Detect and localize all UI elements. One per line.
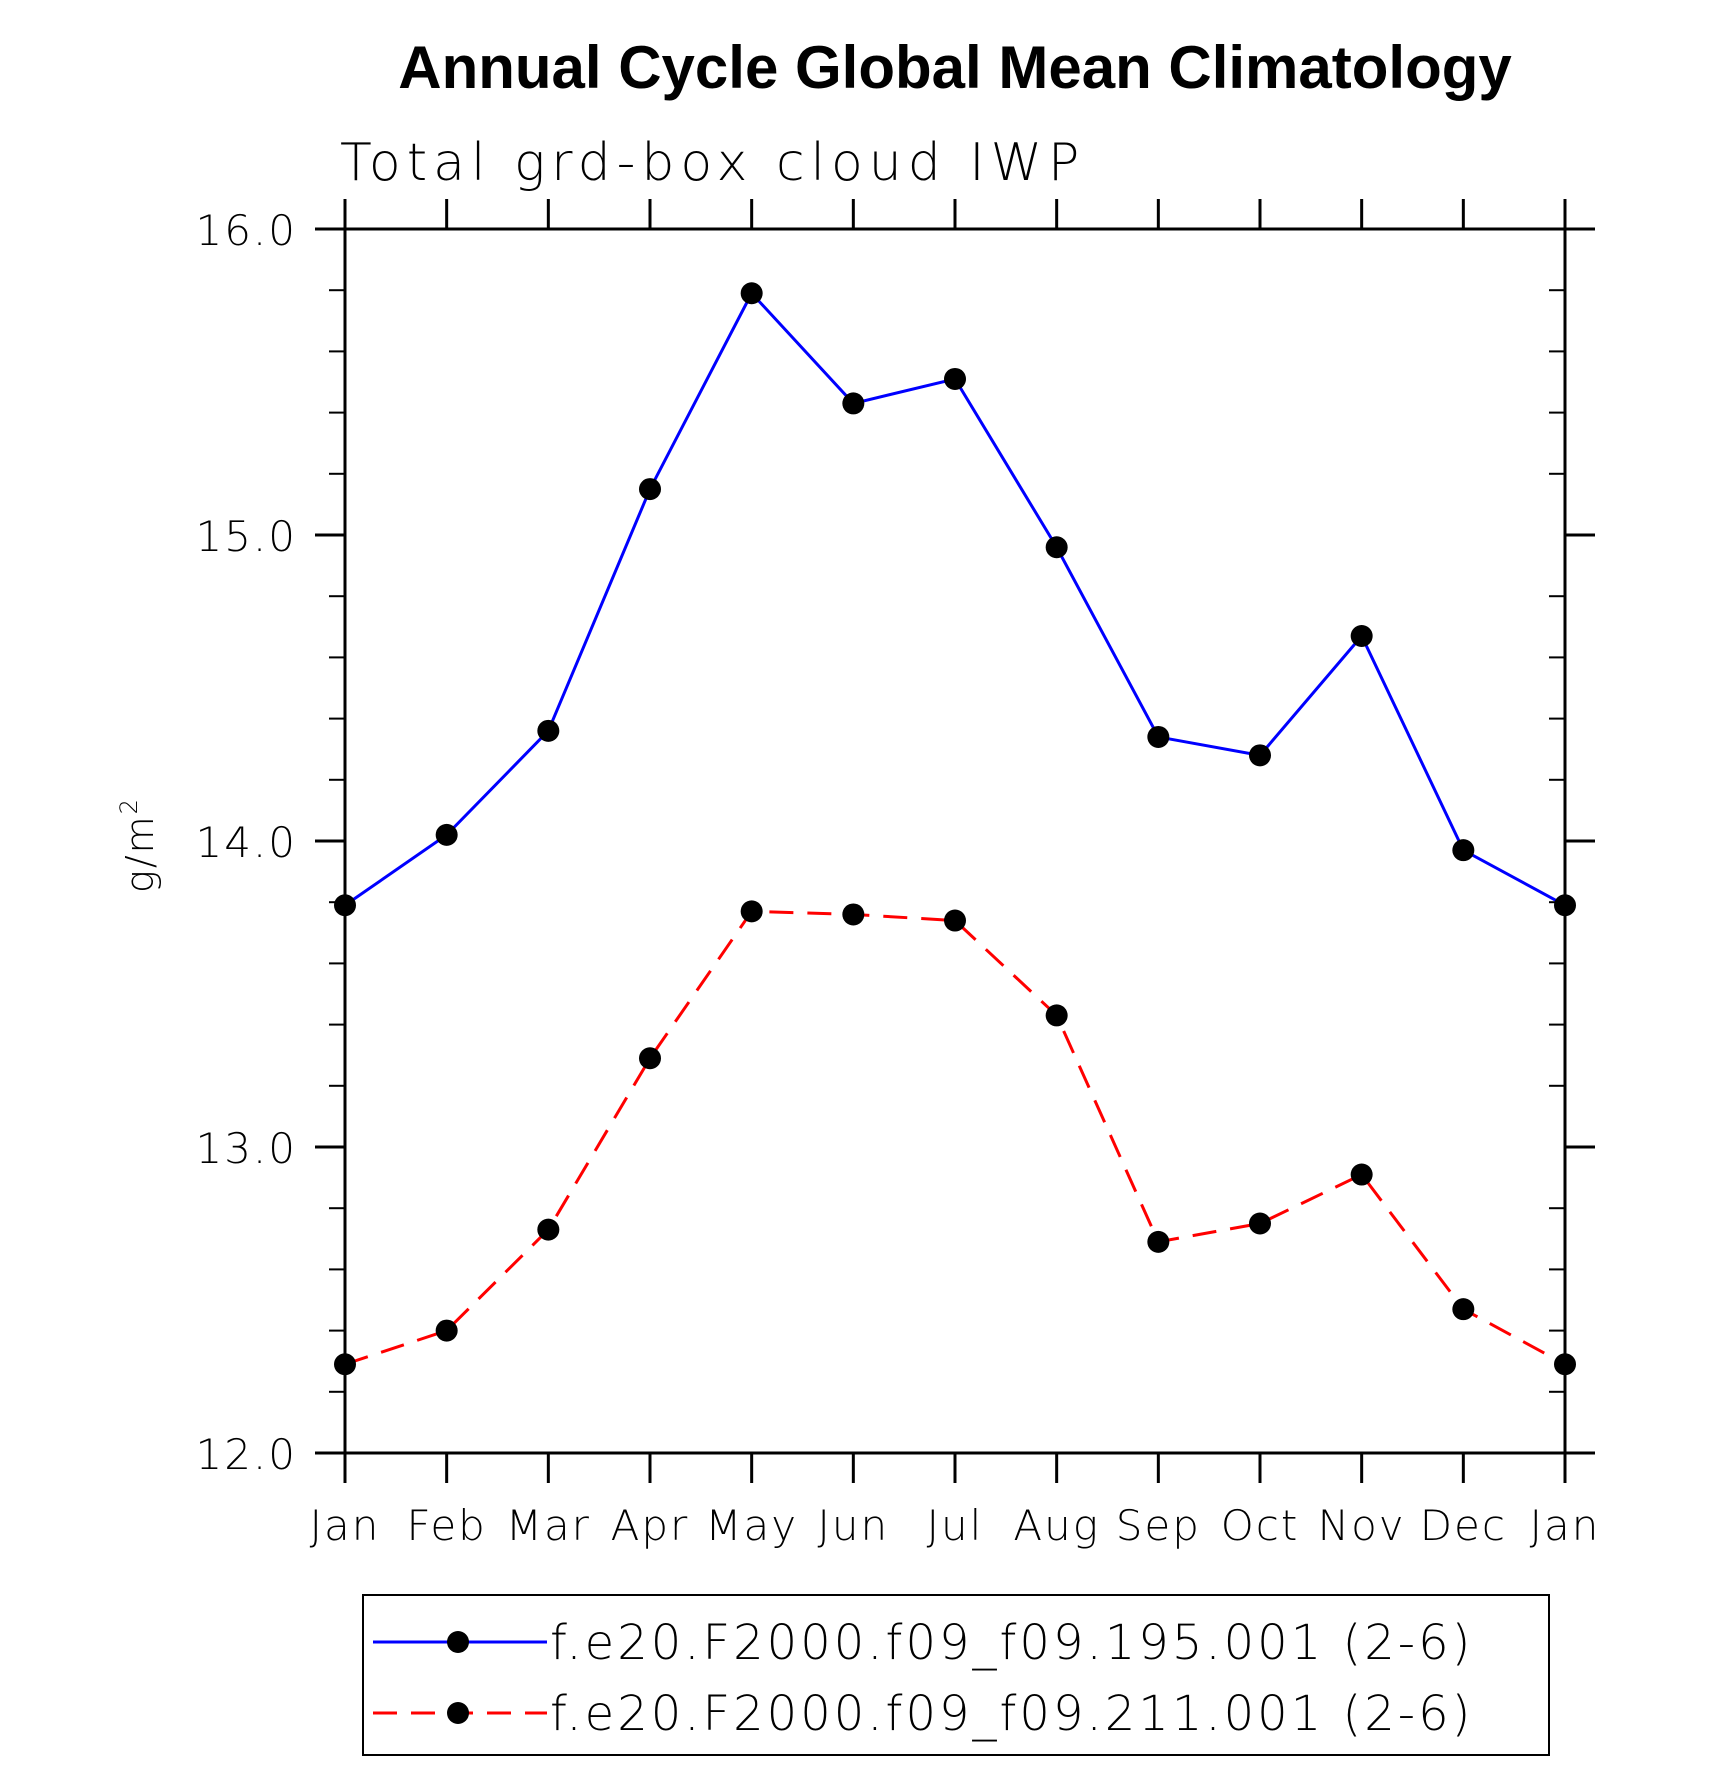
x-tick-label: Nov <box>1318 1501 1406 1550</box>
data-point-series-2 <box>740 900 763 923</box>
data-point-series-2 <box>1045 1004 1068 1027</box>
legend-label-series-2: f.e20.F2000.f09_f09.211.001 (2-6) <box>550 1686 1473 1742</box>
data-point-series-1 <box>334 894 356 917</box>
chart-subtitle: Total grd-box cloud IWP <box>340 133 1085 193</box>
legend-label-series-1: f.e20.F2000.f09_f09.195.001 (2-6) <box>550 1615 1473 1671</box>
x-tick-label: Jul <box>927 1501 984 1550</box>
data-point-series-2 <box>1350 1163 1373 1186</box>
data-point-series-2 <box>944 909 966 932</box>
y-axis-label-text: g/m <box>118 814 162 893</box>
legend: f.e20.F2000.f09_f09.195.001 (2-6) f.e20.… <box>362 1594 1550 1756</box>
x-tick-label: May <box>705 1501 798 1550</box>
x-tick-label: Dec <box>1420 1501 1507 1550</box>
data-point-series-1 <box>1452 839 1475 862</box>
y-tick-label: 16.0 <box>195 206 297 255</box>
y-tick-label: 12.0 <box>195 1430 297 1479</box>
data-point-series-1 <box>1045 536 1068 559</box>
data-point-series-1 <box>1350 624 1373 647</box>
x-tick-label: Aug <box>1013 1501 1100 1550</box>
x-tick-label: Mar <box>506 1501 591 1550</box>
x-tick-label: Oct <box>1221 1501 1300 1550</box>
x-tick-label: Feb <box>406 1501 486 1550</box>
data-point-series-2 <box>334 1353 356 1376</box>
data-point-series-2 <box>842 903 865 926</box>
x-tick-label: Sep <box>1116 1501 1201 1550</box>
data-point-series-1 <box>639 478 661 501</box>
legend-box <box>362 1594 1550 1756</box>
axes: Jan Feb Mar Apr May Jun Jul Aug Sep Oct Nov Dec Jan 1… <box>195 199 1601 1550</box>
x-tick-label: Jan <box>310 1501 381 1550</box>
legend-marker-series-2 <box>447 1702 469 1724</box>
data-point-series-2 <box>1452 1298 1475 1321</box>
y-axis-label-superscript: 2 <box>115 797 143 814</box>
y-tick-label: 13.0 <box>195 1124 297 1173</box>
data-point-series-1 <box>842 392 865 415</box>
y-tick-label: 14.0 <box>195 818 297 867</box>
data-point-series-1 <box>1554 894 1576 917</box>
y-axis-label: g/m2 <box>115 797 162 893</box>
data-point-series-1 <box>537 719 560 742</box>
data-point-series-2 <box>1554 1353 1576 1376</box>
data-point-series-2 <box>537 1218 560 1241</box>
data-point-series-2 <box>1147 1230 1170 1253</box>
x-tick-label: Apr <box>611 1501 690 1550</box>
chart-title: Annual Cycle Global Mean Climatology <box>398 34 1512 101</box>
plot-frame <box>343 227 1567 1455</box>
data-point-series-2 <box>435 1319 458 1342</box>
data-point-series-2 <box>639 1047 661 1070</box>
y-tick-label: 15.0 <box>195 512 297 561</box>
legend-marker-series-1 <box>447 1631 469 1653</box>
series-line-2 <box>344 909 1566 1366</box>
data-point-series-1 <box>944 367 966 390</box>
x-tick-label: Jun <box>818 1501 890 1550</box>
series-group <box>334 282 1576 1376</box>
data-point-series-1 <box>740 282 763 305</box>
data-point-series-1 <box>435 823 458 846</box>
data-point-series-2 <box>1249 1212 1271 1235</box>
x-tick-label: Jan <box>1530 1501 1601 1550</box>
data-point-series-1 <box>1147 725 1170 748</box>
data-point-series-1 <box>1249 744 1271 767</box>
